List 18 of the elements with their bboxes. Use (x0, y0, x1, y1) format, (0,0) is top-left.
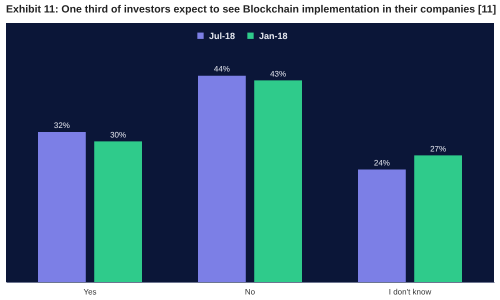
bar (414, 155, 462, 282)
x-tick-label: Yes (83, 288, 97, 296)
legend-label: Jan-18 (259, 30, 288, 41)
data-label: 30% (110, 130, 126, 140)
bar (198, 76, 246, 282)
legend-label: Jul-18 (209, 30, 236, 41)
data-label: 32% (54, 120, 70, 130)
data-label: 44% (214, 64, 230, 74)
bar (254, 80, 302, 282)
x-tick-label: I don't know (388, 288, 432, 296)
bar (94, 141, 142, 282)
data-label: 43% (270, 69, 286, 78)
data-label: 24% (374, 158, 390, 168)
chart-title: Exhibit 11: One third of investors expect to see Blockchain implementation in their companies [11] (6, 4, 496, 16)
data-label: 27% (430, 144, 446, 154)
x-tick-label: No (244, 288, 256, 296)
bar (358, 169, 406, 282)
bar (38, 132, 86, 282)
